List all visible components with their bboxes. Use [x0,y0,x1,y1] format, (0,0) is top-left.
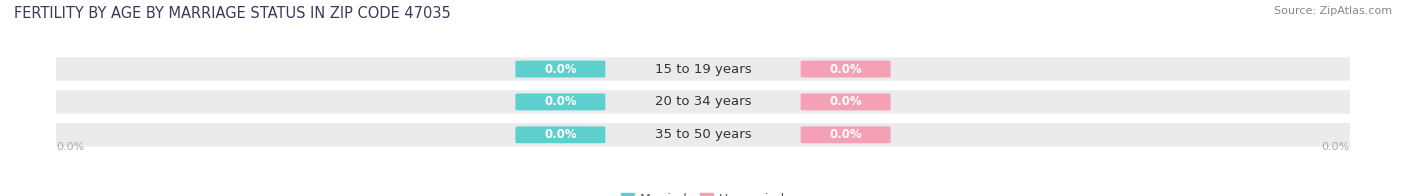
FancyBboxPatch shape [800,126,890,143]
Text: 0.0%: 0.0% [830,63,862,75]
Legend: Married, Unmarried: Married, Unmarried [616,188,790,196]
FancyBboxPatch shape [516,61,606,77]
FancyBboxPatch shape [46,90,1360,114]
FancyBboxPatch shape [800,93,890,110]
Text: 0.0%: 0.0% [830,128,862,141]
Text: 0.0%: 0.0% [544,95,576,108]
Text: FERTILITY BY AGE BY MARRIAGE STATUS IN ZIP CODE 47035: FERTILITY BY AGE BY MARRIAGE STATUS IN Z… [14,6,451,21]
FancyBboxPatch shape [46,123,1360,146]
Text: Source: ZipAtlas.com: Source: ZipAtlas.com [1274,6,1392,16]
Text: 35 to 50 years: 35 to 50 years [655,128,751,141]
Text: 0.0%: 0.0% [544,128,576,141]
Text: 15 to 19 years: 15 to 19 years [655,63,751,75]
FancyBboxPatch shape [516,93,606,110]
Text: 0.0%: 0.0% [1322,142,1350,152]
FancyBboxPatch shape [800,61,890,77]
Text: 0.0%: 0.0% [830,95,862,108]
Text: 20 to 34 years: 20 to 34 years [655,95,751,108]
Text: 0.0%: 0.0% [544,63,576,75]
FancyBboxPatch shape [516,126,606,143]
FancyBboxPatch shape [46,57,1360,81]
Text: 0.0%: 0.0% [56,142,84,152]
